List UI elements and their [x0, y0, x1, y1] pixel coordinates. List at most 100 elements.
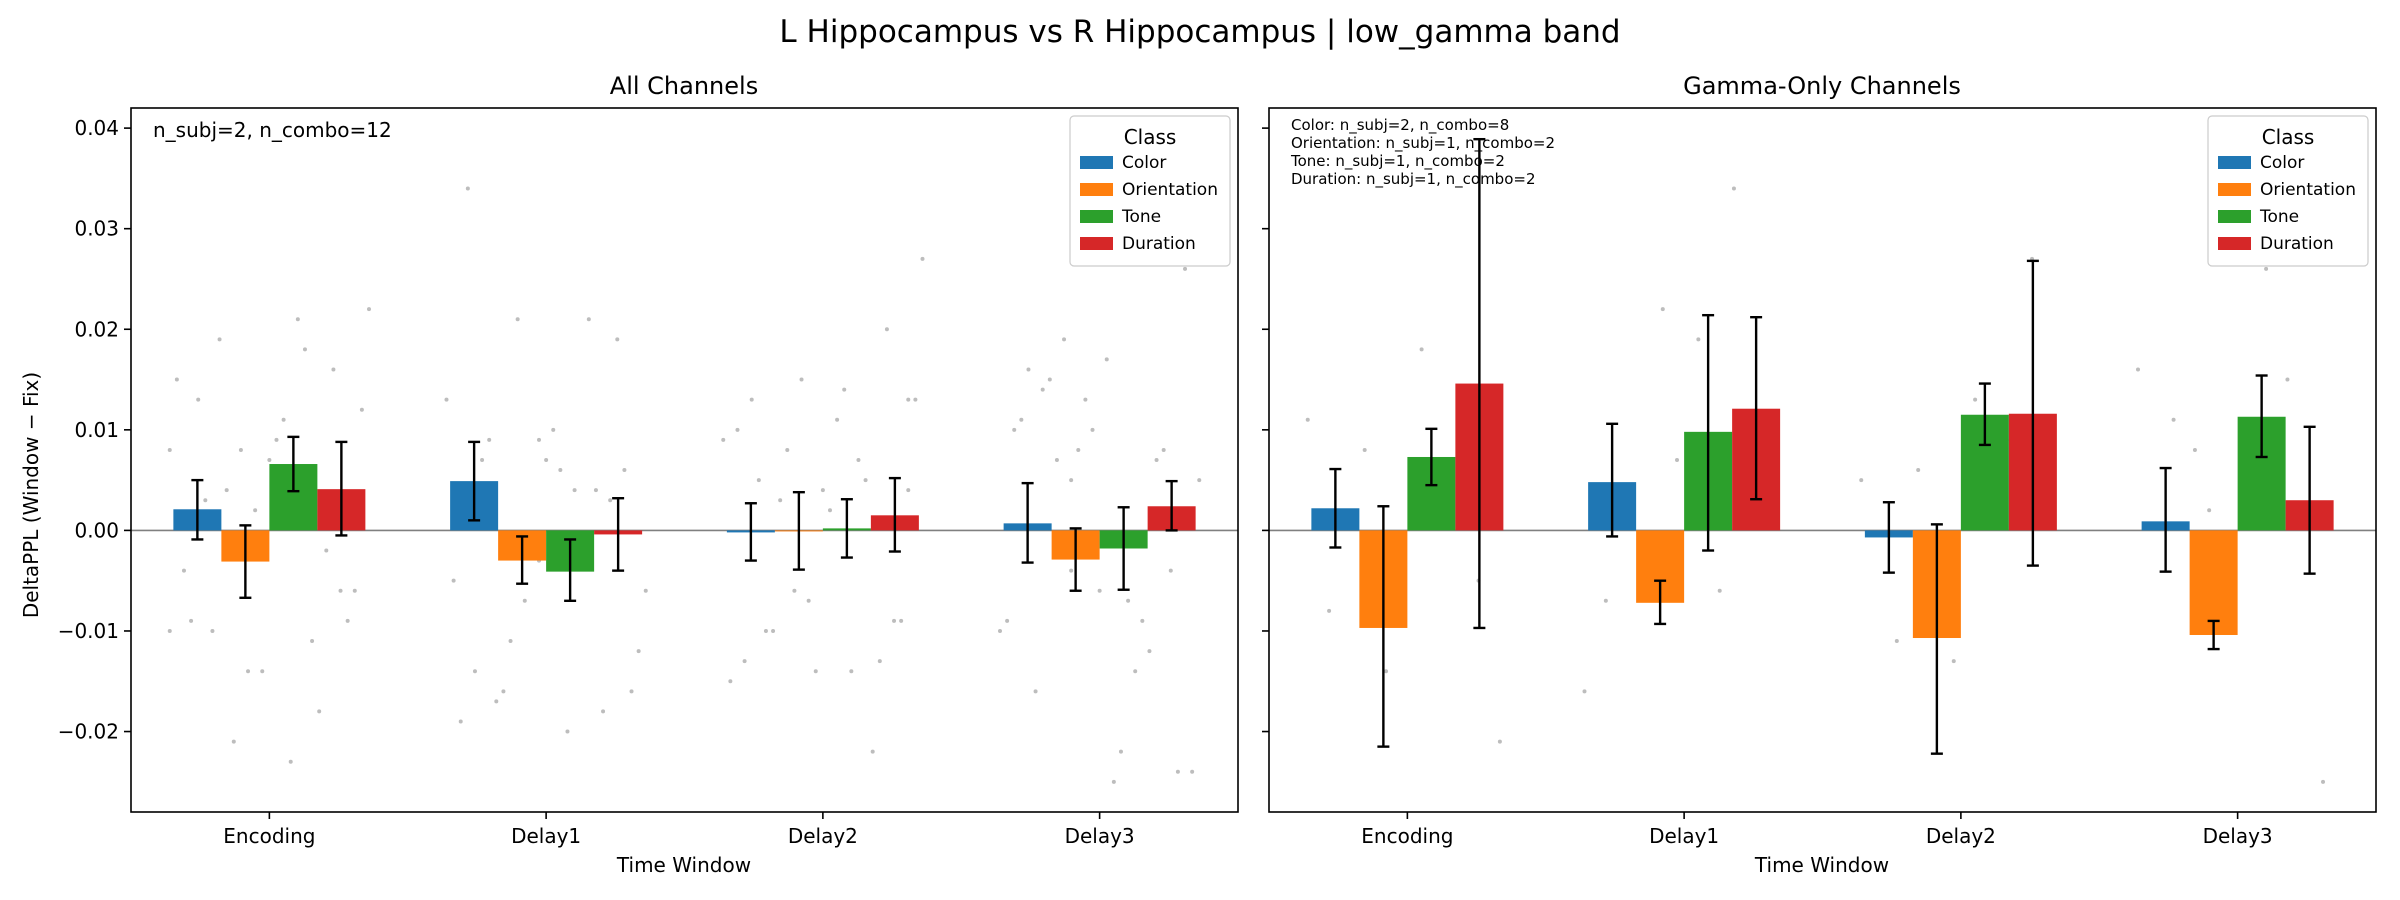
scatter-point: [551, 427, 556, 432]
scatter-point: [1660, 307, 1665, 312]
scatter-point: [1012, 427, 1017, 432]
y-tick-label: 0.00: [74, 518, 119, 542]
y-tick-label: −0.01: [58, 619, 119, 643]
scatter-point: [1894, 639, 1899, 644]
legend-swatch-color: [1080, 156, 1113, 169]
legend-swatch-orientation: [2218, 183, 2251, 196]
scatter-point: [1069, 478, 1074, 483]
scatter-point: [1327, 608, 1332, 613]
scatter-point: [1154, 458, 1159, 462]
scatter-point: [1047, 377, 1052, 382]
scatter-point: [522, 598, 527, 603]
scatter-point: [565, 729, 570, 734]
scatter-point: [742, 659, 747, 664]
scatter-point: [210, 628, 215, 633]
scatter-point: [451, 578, 456, 583]
y-axis-label-wrap: DeltaPPL (Window − Fix): [19, 372, 43, 618]
scatter-point: [345, 618, 350, 623]
scatter-point: [877, 659, 882, 664]
scatter-point: [1183, 266, 1188, 271]
scatter-point: [1054, 458, 1059, 462]
scatter-point: [288, 759, 293, 764]
scatter-point: [444, 397, 449, 402]
scatter-point: [629, 689, 634, 694]
legend-swatch-duration: [2218, 237, 2251, 250]
scatter-point: [735, 427, 740, 432]
scatter-point: [899, 618, 904, 623]
scatter-point: [302, 347, 307, 352]
scatter-point: [842, 387, 847, 392]
scatter-point: [246, 669, 251, 674]
scatter-point: [487, 437, 492, 442]
y-axis-label: DeltaPPL (Window − Fix): [19, 372, 43, 618]
scatter-point: [586, 317, 591, 322]
scatter-point: [2207, 508, 2212, 513]
scatter-point: [2264, 266, 2269, 271]
scatter-point: [913, 397, 918, 402]
scatter-point: [906, 488, 911, 493]
scatter-point: [756, 478, 761, 483]
plot-area: −0.02 −0.01 0.00 0.01 0.02 0.03 0.04 Encoding De…: [58, 107, 1239, 848]
scatter-point: [1076, 447, 1081, 452]
scatter-point: [217, 337, 222, 342]
scatter-point: [181, 568, 186, 573]
scatter-point: [593, 488, 598, 493]
legend: Class Color Orientation Tone Duration: [2207, 115, 2369, 267]
scatter-point: [537, 437, 542, 442]
scatter-point: [799, 377, 804, 382]
scatter-point: [827, 508, 832, 513]
scatter-point: [1497, 739, 1502, 744]
scatter-point: [267, 458, 272, 462]
legend-box: [1069, 115, 1231, 267]
legend-swatch-tone: [2218, 210, 2251, 223]
x-tick-label: Delay2: [1926, 824, 1996, 848]
scatter-point: [728, 679, 733, 684]
scatter-point: [1675, 458, 1680, 462]
scatter-point: [274, 437, 279, 442]
scatter-point: [480, 458, 485, 462]
scatter-point: [167, 447, 172, 452]
scatter-point: [1161, 447, 1166, 452]
plot-inner: [131, 186, 1238, 784]
x-tick-label: Encoding: [1361, 824, 1453, 848]
scatter-point: [1133, 669, 1138, 674]
legend-title: Class: [1124, 125, 1177, 149]
scatter-point: [238, 447, 243, 452]
legend-swatch-tone: [1080, 210, 1113, 223]
scatter-point: [224, 488, 229, 493]
scatter-point: [906, 397, 911, 402]
y-tick-label: 0.01: [74, 418, 119, 442]
scatter-point: [1111, 779, 1116, 784]
annotation-text: Tone: n_subj=1, n_combo=2: [1290, 152, 1505, 171]
scatter-point: [643, 588, 648, 593]
scatter-point: [2285, 377, 2290, 382]
scatter-point: [820, 488, 825, 493]
legend-swatch-color: [2218, 156, 2251, 169]
scatter-point: [1731, 186, 1736, 191]
scatter-point: [352, 588, 357, 593]
scatter-point: [601, 709, 606, 714]
scatter-point: [1126, 598, 1131, 603]
scatter-point: [997, 628, 1002, 633]
scatter-point: [1062, 337, 1067, 342]
scatter-point: [1026, 367, 1031, 372]
scatter-point: [1362, 447, 1367, 452]
scatter-point: [196, 397, 201, 402]
scatter-point: [884, 327, 889, 332]
bar-orientation: [2189, 530, 2238, 635]
scatter-point: [472, 669, 477, 674]
x-tick-label: Delay1: [1649, 824, 1719, 848]
panel-title: Gamma-Only Channels: [1683, 72, 1961, 100]
scatter-point: [458, 719, 463, 724]
legend-label: Orientation: [1122, 180, 1218, 200]
scatter-point: [167, 628, 172, 633]
scatter-point: [1973, 397, 1978, 402]
scatter-point: [1033, 689, 1038, 694]
scatter-point: [1140, 618, 1145, 623]
scatter-point: [359, 407, 364, 412]
scatter-point: [1305, 417, 1310, 422]
y-tick-label: 0.02: [74, 317, 119, 341]
annotation-text: n_subj=2, n_combo=12: [153, 118, 392, 142]
scatter-point: [2321, 779, 2326, 784]
